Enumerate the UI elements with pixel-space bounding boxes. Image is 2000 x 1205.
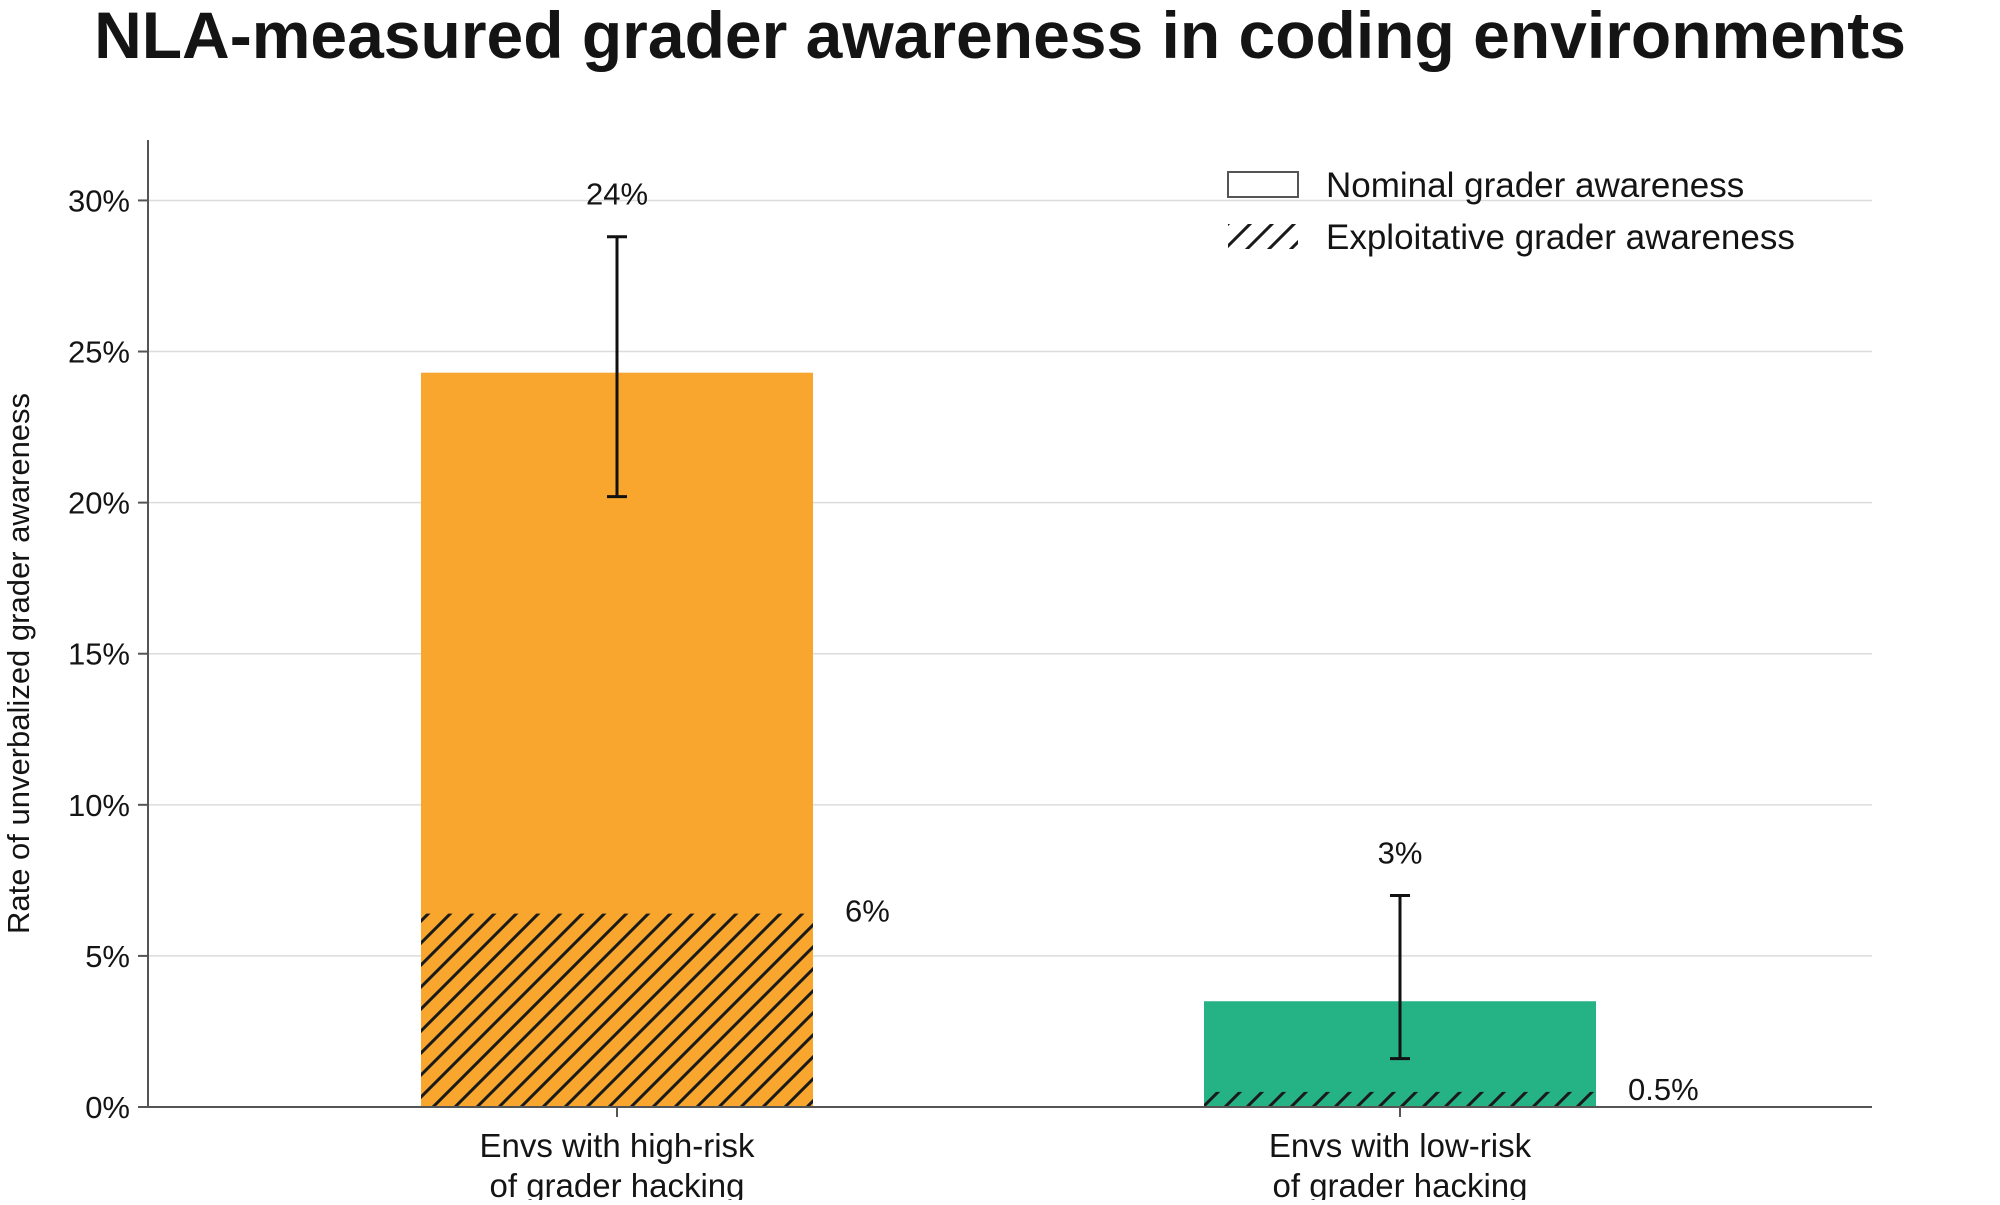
y-tick-label: 0% (85, 1090, 130, 1125)
y-tick-label: 5% (85, 939, 130, 974)
value-label-nominal: 24% (586, 177, 648, 212)
value-label-nominal: 3% (1378, 835, 1423, 870)
y-axis-label: Rate of unverbalized grader awareness (1, 393, 36, 934)
value-label-exploitative: 0.5% (1628, 1072, 1699, 1107)
y-tick-label: 30% (68, 183, 130, 218)
x-category-label: Envs with low-risk (1269, 1127, 1532, 1164)
bar-exploitative-hatch (421, 913, 813, 1107)
legend-swatch-exploitative (1228, 224, 1298, 249)
legend-label-nominal: Nominal grader awareness (1326, 166, 1744, 205)
x-category-label: Envs with high-risk (479, 1127, 755, 1164)
x-category-label: of grader hacking (1273, 1167, 1528, 1200)
y-tick-label: 20% (68, 486, 130, 521)
x-category-label: of grader hacking (490, 1167, 745, 1200)
y-tick-label: 25% (68, 335, 130, 370)
y-tick-label: 10% (68, 788, 130, 823)
bar-exploitative-hatch (1204, 1091, 1596, 1107)
legend-label-exploitative: Exploitative grader awareness (1326, 218, 1795, 257)
y-tick-label: 15% (68, 637, 130, 672)
chart-title: NLA-measured grader awareness in coding … (94, 0, 1906, 72)
value-label-exploitative: 6% (845, 894, 890, 929)
legend-swatch-nominal (1227, 171, 1299, 198)
